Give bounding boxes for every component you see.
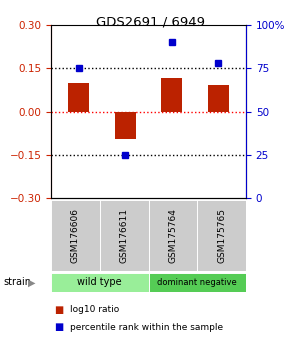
Text: GDS2691 / 6949: GDS2691 / 6949: [95, 16, 205, 29]
Text: GSM175765: GSM175765: [217, 208, 226, 263]
Text: dominant negative: dominant negative: [158, 278, 237, 287]
Text: GSM176611: GSM176611: [120, 208, 129, 263]
Text: ■: ■: [54, 305, 63, 315]
Text: log10 ratio: log10 ratio: [70, 305, 120, 314]
Bar: [115, 112, 136, 139]
Text: percentile rank within the sample: percentile rank within the sample: [70, 323, 224, 332]
Text: strain: strain: [3, 277, 31, 287]
Text: GSM176606: GSM176606: [71, 208, 80, 263]
Text: ▶: ▶: [28, 277, 35, 287]
Text: ■: ■: [54, 322, 63, 332]
Bar: [208, 86, 229, 112]
Text: wild type: wild type: [77, 277, 122, 287]
Bar: [161, 78, 182, 112]
Text: GSM175764: GSM175764: [168, 208, 177, 263]
Bar: [68, 82, 89, 112]
